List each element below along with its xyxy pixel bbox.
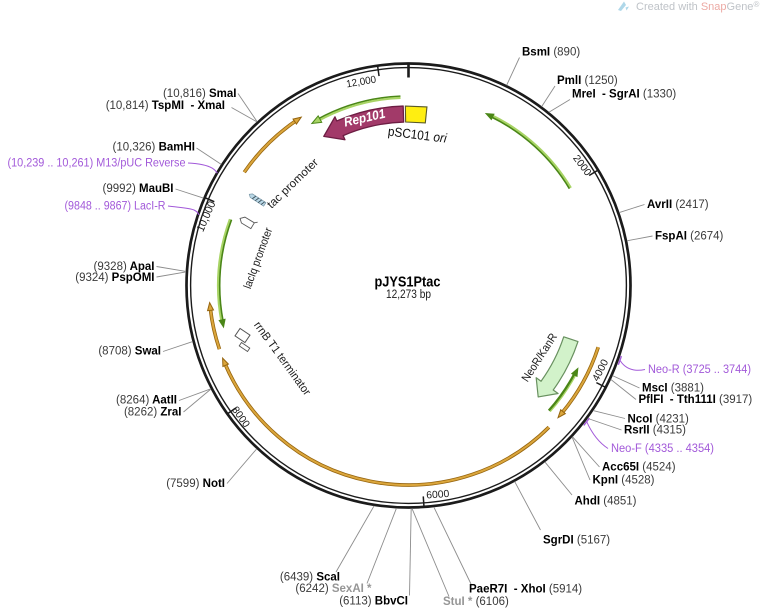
svg-text:(10,326) BamHI: (10,326) BamHI: [113, 142, 195, 154]
svg-text:(9848 .. 9867) LacI-R: (9848 .. 9867) LacI-R: [65, 201, 166, 213]
svg-text:AvrII (2417): AvrII (2417): [647, 199, 709, 211]
svg-text:Acc65I (4524): Acc65I (4524): [602, 462, 676, 474]
svg-text:(10,239 .. 10,261) M13/pUC Re: (10,239 .. 10,261) M13/pUC Reverse: [8, 158, 186, 170]
svg-text:(7599) NotI: (7599) NotI: [166, 478, 225, 490]
svg-text:Neo-F (4335 .. 4354): Neo-F (4335 .. 4354): [611, 443, 714, 455]
svg-text:AhdI (4851): AhdI (4851): [575, 496, 637, 508]
svg-text:KpnI (4528): KpnI (4528): [593, 475, 655, 487]
svg-text:(6439) ScaI: (6439) ScaI: [280, 572, 340, 584]
svg-text:PflFI - Tth111I (3917): PflFI - Tth111I (3917): [639, 394, 753, 406]
svg-text:12,273 bp: 12,273 bp: [386, 289, 431, 301]
svg-text:Neo-R (3725 .. 3744): Neo-R (3725 .. 3744): [648, 364, 751, 376]
svg-text:(9328) ApaI: (9328) ApaI: [94, 261, 155, 273]
svg-text:pJYS1Ptac: pJYS1Ptac: [375, 274, 441, 291]
svg-text:(9992) MauBI: (9992) MauBI: [103, 183, 174, 195]
svg-text:NcoI (4231): NcoI (4231): [628, 414, 690, 426]
svg-text:12,000: 12,000: [346, 75, 378, 91]
svg-text:(8262) ZraI: (8262) ZraI: [124, 407, 182, 419]
svg-text:SgrDI (5167): SgrDI (5167): [543, 535, 610, 547]
svg-text:pSC101 ori: pSC101 ori: [387, 124, 448, 146]
svg-text:(6242) SexAI *: (6242) SexAI *: [295, 583, 372, 595]
svg-text:PaeR7I - XhoI (5914): PaeR7I - XhoI (5914): [469, 584, 582, 596]
svg-text:FspAI (2674): FspAI (2674): [655, 231, 724, 243]
svg-text:PmlI (1250): PmlI (1250): [557, 75, 618, 87]
svg-text:(9324) PspOMI: (9324) PspOMI: [75, 272, 154, 284]
svg-text:(8708) SwaI: (8708) SwaI: [98, 346, 161, 358]
svg-text:(8264) AatII: (8264) AatII: [116, 395, 177, 407]
svg-text:(6113) BbvCI: (6113) BbvCI: [339, 596, 408, 608]
svg-text:Created with SnapGene®: Created with SnapGene®: [636, 0, 759, 13]
svg-text:(10,816) SmaI: (10,816) SmaI: [163, 88, 237, 100]
svg-text:6000: 6000: [426, 489, 450, 502]
svg-text:(10,814) TspMI - XmaI: (10,814) TspMI - XmaI: [106, 100, 225, 112]
svg-text:RsrII (4315): RsrII (4315): [624, 425, 686, 437]
svg-text:MreI - SgrAI (1330): MreI - SgrAI (1330): [572, 89, 676, 101]
svg-text:BsmI (890): BsmI (890): [522, 47, 580, 59]
svg-text:StuI * (6106): StuI * (6106): [443, 596, 509, 608]
svg-text:MscI (3881): MscI (3881): [642, 383, 704, 395]
